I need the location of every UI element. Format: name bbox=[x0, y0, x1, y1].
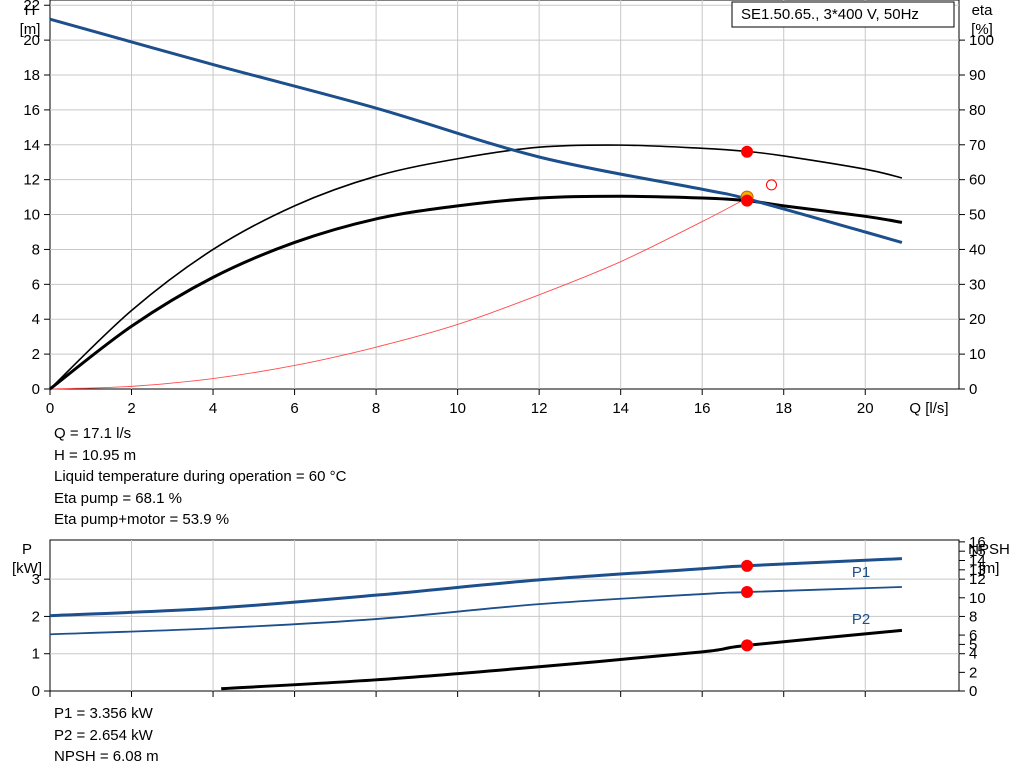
y2-tick-label: 60 bbox=[969, 172, 986, 189]
y2-tick-label: 0 bbox=[969, 381, 977, 398]
y-tick-label: 0 bbox=[32, 381, 40, 398]
duty-point-marker bbox=[741, 145, 754, 158]
flow-readout: Q = 17.1 l/s bbox=[54, 425, 132, 442]
top-plot-frame bbox=[49, 0, 960, 390]
bottom-markers bbox=[741, 559, 754, 652]
x-tick-label: 8 bbox=[372, 400, 380, 417]
operating-point-info: Q = 17.1 l/s H = 10.95 m Liquid temperat… bbox=[54, 423, 346, 531]
y2-tick-label: 2 bbox=[969, 664, 977, 681]
y-tick-label: 14 bbox=[23, 137, 40, 154]
y2-tick-label: 13 bbox=[969, 562, 986, 579]
y-tick-label: 18 bbox=[23, 67, 40, 84]
x-tick-label: 20 bbox=[857, 400, 874, 417]
y-tick-label: 22 bbox=[23, 0, 40, 14]
bottom-right-axis-title: NPSH bbox=[968, 541, 1010, 558]
bottom-grid bbox=[50, 540, 959, 691]
duty-point-marker bbox=[741, 639, 754, 652]
npsh-readout: NPSH = 6.08 m bbox=[54, 748, 159, 765]
eta-pump-motor-readout: Eta pump+motor = 53.9 % bbox=[54, 511, 230, 528]
y2-tick-label: 16 bbox=[969, 534, 986, 551]
x-tick-label: 6 bbox=[290, 400, 298, 417]
curve-npsh bbox=[221, 628, 903, 691]
x-tick-label: 2 bbox=[127, 400, 135, 417]
liquid-temperature-readout: Liquid temperature during operation = 60… bbox=[54, 468, 347, 485]
x-tick-label: 0 bbox=[46, 400, 54, 417]
power-info: P1 = 3.356 kW P2 = 2.654 kW NPSH = 6.08 … bbox=[54, 703, 159, 768]
bottom-left-axis-title: P bbox=[22, 541, 32, 558]
y-tick-label: 3 bbox=[32, 571, 40, 588]
top-curves bbox=[49, 17, 903, 391]
y-tick-label: 0 bbox=[32, 683, 40, 700]
y2-tick-label: 90 bbox=[969, 67, 986, 84]
y2-tick-label: 100 bbox=[969, 32, 994, 49]
x-tick-label: 12 bbox=[531, 400, 548, 417]
top-right-axis-unit: [%] bbox=[971, 21, 993, 38]
bottom-right-axis-unit: [m] bbox=[979, 560, 1000, 577]
p2-readout: P2 = 2.654 kW bbox=[54, 726, 153, 744]
p1-curve-label: P1 bbox=[852, 564, 870, 581]
y2-tick-label: 30 bbox=[969, 276, 986, 293]
y2-tick-label: 80 bbox=[969, 102, 986, 119]
duty-point-marker bbox=[741, 559, 754, 572]
y-tick-label: 8 bbox=[32, 241, 40, 258]
top-ticks: 0 2 4 6 8 10 12 14 16 18 20 0 2 4 6 8 10 12 14 16 18 20 22 0 10 2… bbox=[23, 0, 994, 417]
y-tick-label: 12 bbox=[23, 172, 40, 189]
y-tick-label: 2 bbox=[32, 608, 40, 625]
y-tick-label: 20 bbox=[23, 32, 40, 49]
y-tick-label: 1 bbox=[32, 646, 40, 663]
y2-tick-label: 10 bbox=[969, 346, 986, 363]
curve-eta-pump-motor bbox=[49, 17, 903, 244]
y-tick-label: 10 bbox=[23, 207, 40, 224]
x-axis-label: Q [l/s] bbox=[909, 400, 948, 417]
y2-tick-label: 5 bbox=[969, 636, 977, 653]
duty-point-marker bbox=[741, 586, 754, 599]
bottom-left-axis-unit: [kW] bbox=[12, 560, 42, 577]
y2-tick-label: 0 bbox=[969, 683, 977, 700]
top-left-axis-title: H bbox=[25, 2, 36, 19]
x-tick-label: 16 bbox=[694, 400, 711, 417]
x-tick-label: 14 bbox=[612, 400, 629, 417]
curve-h bbox=[49, 194, 903, 391]
x-tick-label: 18 bbox=[775, 400, 792, 417]
y-tick-label: 2 bbox=[32, 346, 40, 363]
y2-tick-label: 15 bbox=[969, 543, 986, 560]
top-left-axis-unit: [m] bbox=[20, 21, 41, 38]
y-tick-label: 4 bbox=[32, 311, 40, 328]
p1-readout: P1 = 3.356 kW bbox=[54, 705, 153, 722]
duty-point-marker bbox=[741, 194, 754, 207]
top-chart: 0 2 4 6 8 10 12 14 16 18 20 0 2 4 6 8 10 12 14 16 18 20 22 0 10 2… bbox=[20, 0, 994, 417]
y2-tick-label: 6 bbox=[969, 627, 977, 644]
y2-tick-label: 8 bbox=[969, 608, 977, 625]
x-tick-label: 10 bbox=[449, 400, 466, 417]
top-markers bbox=[740, 145, 777, 207]
y2-tick-label: 10 bbox=[969, 590, 986, 607]
y-tick-label: 6 bbox=[32, 276, 40, 293]
y2-tick-label: 20 bbox=[969, 311, 986, 328]
x-tick-label: 4 bbox=[209, 400, 217, 417]
p2-curve-label: P2 bbox=[852, 611, 870, 628]
y2-tick-label: 70 bbox=[969, 137, 986, 154]
y2-tick-label: 14 bbox=[969, 553, 986, 570]
eta-pump-readout: Eta pump = 68.1 % bbox=[54, 489, 182, 507]
bottom-plot-frame bbox=[49, 539, 960, 692]
top-right-axis-title: eta bbox=[972, 2, 994, 19]
head-readout: H = 10.95 m bbox=[54, 446, 137, 464]
requested-point-marker bbox=[765, 179, 777, 191]
pump-label-box bbox=[731, 1, 955, 28]
y-tick-label: 16 bbox=[23, 102, 40, 119]
y2-tick-label: 50 bbox=[969, 207, 986, 224]
pump-label: SE1.50.65., 3*400 V, 50Hz bbox=[741, 6, 919, 23]
y2-tick-label: 12 bbox=[969, 571, 986, 588]
y2-tick-label: 4 bbox=[969, 646, 977, 663]
curve-system bbox=[49, 197, 748, 390]
y2-tick-label: 40 bbox=[969, 241, 986, 258]
